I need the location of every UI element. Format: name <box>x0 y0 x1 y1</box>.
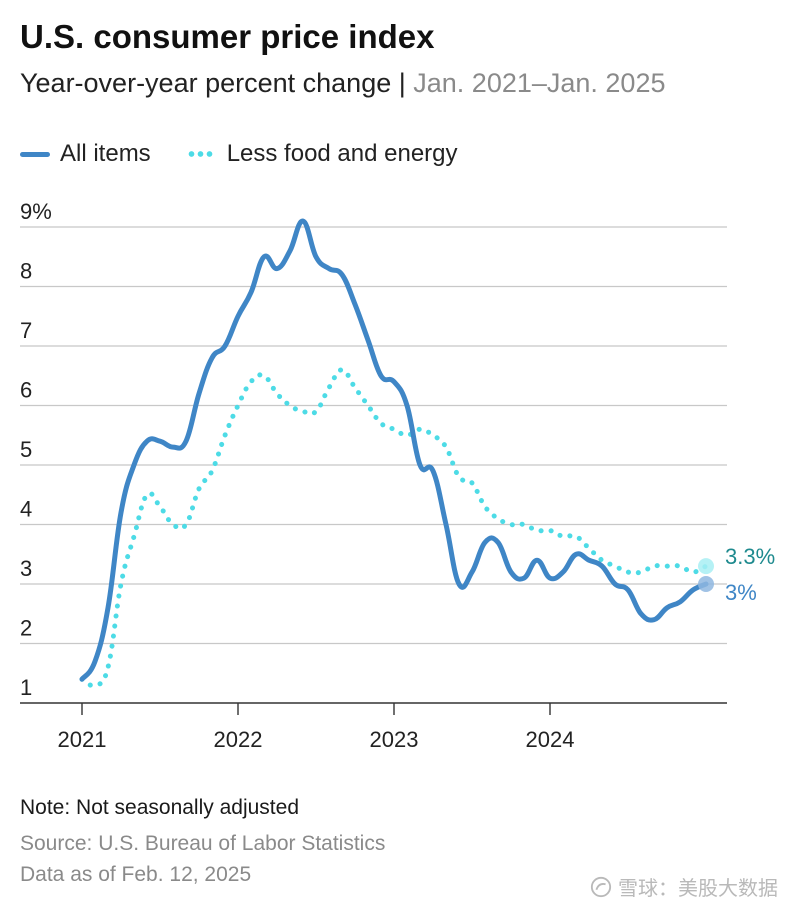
end-label-all-items: 3% <box>725 580 757 605</box>
legend-item-core: Less food and energy <box>186 140 458 168</box>
legend-label-all-items: All items <box>60 140 151 167</box>
footnote: Note: Not seasonally adjusted <box>20 796 299 819</box>
series-endpoints: 3% 3.3% <box>698 544 775 605</box>
subtitle-main: Year-over-year percent change <box>20 68 392 98</box>
y-tick-label: 8 <box>20 259 32 284</box>
gridlines <box>20 226 727 704</box>
subtitle-separator: | <box>391 68 414 98</box>
y-tick-label: 6 <box>20 378 32 403</box>
series-line-less-food-and-energy <box>79 367 709 689</box>
chart-title: U.S. consumer price index <box>20 18 435 55</box>
line-chart: 1 2 3 4 5 6 7 8 9% 2021 2022 2023 2024 3% 3.3% <box>20 199 775 752</box>
series-line-all-items <box>79 218 709 682</box>
y-tick-label: 3 <box>20 556 32 581</box>
watermark: 雪球：美股大数据 <box>590 872 778 901</box>
y-tick-label: 9% <box>20 199 52 224</box>
y-tick-label: 5 <box>20 437 32 462</box>
y-tick-label: 7 <box>20 318 32 343</box>
data-as-of: Data as of Feb. 12, 2025 <box>20 863 252 886</box>
y-tick-label: 4 <box>20 497 32 522</box>
endpoint-marker-all-items <box>698 576 714 592</box>
watermark-text: 雪球：美股大数据 <box>618 878 778 900</box>
y-tick-label: 1 <box>20 675 32 700</box>
source-line: Source: U.S. Bureau of Labor Statistics <box>20 832 386 855</box>
legend-solid-line-icon <box>20 151 50 157</box>
x-tick-label: 2023 <box>370 727 419 752</box>
series-lines <box>79 218 709 689</box>
x-tick-label: 2024 <box>526 727 575 752</box>
legend-item-all-items: All items <box>20 140 151 168</box>
x-tick-label: 2021 <box>58 727 107 752</box>
chart-subtitle: Year-over-year percent change | Jan. 202… <box>20 68 665 99</box>
x-tick-label: 2022 <box>214 727 263 752</box>
snowball-logo-icon <box>590 876 612 897</box>
legend-label-core: Less food and energy <box>226 140 458 167</box>
y-tick-label: 2 <box>20 616 32 641</box>
legend-dotted-line-icon <box>186 151 215 157</box>
endpoint-marker-less-food-and-energy <box>698 558 714 575</box>
y-axis-tick-labels: 1 2 3 4 5 6 7 8 9% <box>20 199 52 700</box>
end-label-less-food-and-energy: 3.3% <box>725 544 775 569</box>
x-axis: 2021 2022 2023 2024 <box>58 703 575 752</box>
chart-legend: All items Less food and energy <box>20 138 494 170</box>
subtitle-date-range: Jan. 2021–Jan. 2025 <box>413 68 666 98</box>
